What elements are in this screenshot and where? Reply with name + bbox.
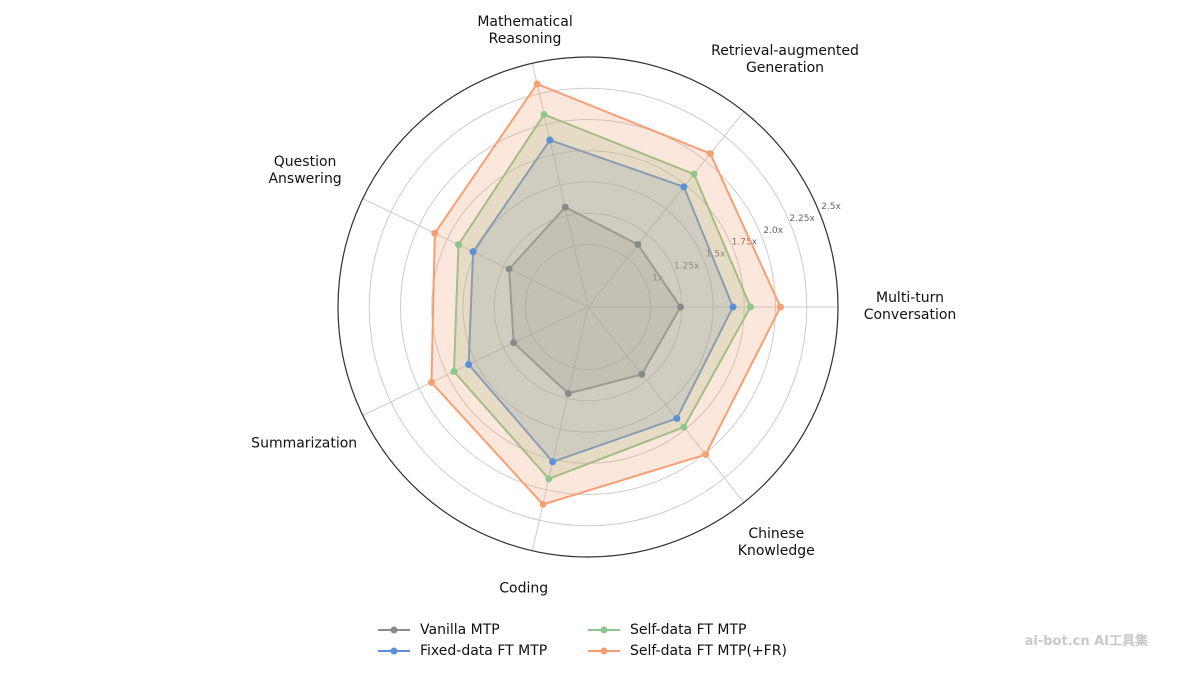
legend-swatch <box>600 647 608 655</box>
axis-spoke <box>531 63 589 308</box>
data-point <box>545 475 553 483</box>
legend-label: Self-data FT MTP <box>630 622 746 638</box>
watermark: ai-bot.cn AI工具集 <box>1024 634 1148 649</box>
axis-spoke <box>362 306 589 416</box>
data-point <box>680 423 688 431</box>
axis-spoke <box>587 306 745 503</box>
r-tick-label: 2.0x <box>763 226 783 236</box>
r-tick-label: 2.25x <box>789 214 815 224</box>
r-tick-label: 1x <box>652 274 664 284</box>
category-label: Mathematical Reasoning <box>477 14 573 48</box>
axis-spoke <box>531 306 589 551</box>
data-point <box>465 360 473 368</box>
category-label: Multi-turn Conversation <box>863 290 957 323</box>
data-point <box>561 203 569 211</box>
data-point <box>549 458 557 466</box>
data-point <box>469 248 477 256</box>
outer-frame <box>337 56 839 558</box>
data-point <box>539 500 547 508</box>
legend-label: Fixed-data FT MTP <box>420 643 547 659</box>
data-point <box>454 241 462 249</box>
category-label: Retrieval-augmented Generation <box>711 42 859 76</box>
data-point <box>564 390 572 398</box>
data-point <box>427 378 435 386</box>
category-label: Coding <box>499 580 549 597</box>
data-point <box>634 240 642 248</box>
category-label: Chinese Knowledge <box>737 526 815 560</box>
legend-label: Self-data FT MTP(+FR) <box>630 643 787 659</box>
r-tick-label: 1.75x <box>732 238 758 248</box>
data-point <box>747 303 754 311</box>
data-point <box>677 303 684 311</box>
r-tick-label: 2.5x <box>821 202 841 212</box>
axis-spoke <box>587 111 745 308</box>
series-area <box>452 113 752 481</box>
r-tick-label: 1.5x <box>706 250 726 260</box>
category-label: Question Answering <box>268 153 342 187</box>
data-point <box>729 303 737 311</box>
data-point <box>546 136 554 144</box>
legend-swatch <box>390 626 398 634</box>
category-label: Summarization <box>251 435 358 452</box>
data-point <box>690 170 698 178</box>
legend-label: Vanilla MTP <box>420 622 500 638</box>
series-area <box>467 138 735 463</box>
data-point <box>450 368 458 376</box>
data-point <box>638 370 646 378</box>
data-point <box>431 229 439 237</box>
data-point <box>505 265 513 273</box>
data-point <box>673 414 681 422</box>
legend-swatch <box>600 626 608 634</box>
series-area <box>430 82 782 506</box>
data-point <box>510 339 518 347</box>
data-point <box>706 150 714 158</box>
data-point <box>533 80 541 88</box>
data-point <box>540 110 548 118</box>
r-tick-label: 1.25x <box>674 262 700 272</box>
legend-swatch <box>390 647 398 655</box>
data-point <box>777 303 784 311</box>
series-area <box>508 205 682 395</box>
data-point <box>702 451 710 459</box>
data-point <box>680 183 688 191</box>
